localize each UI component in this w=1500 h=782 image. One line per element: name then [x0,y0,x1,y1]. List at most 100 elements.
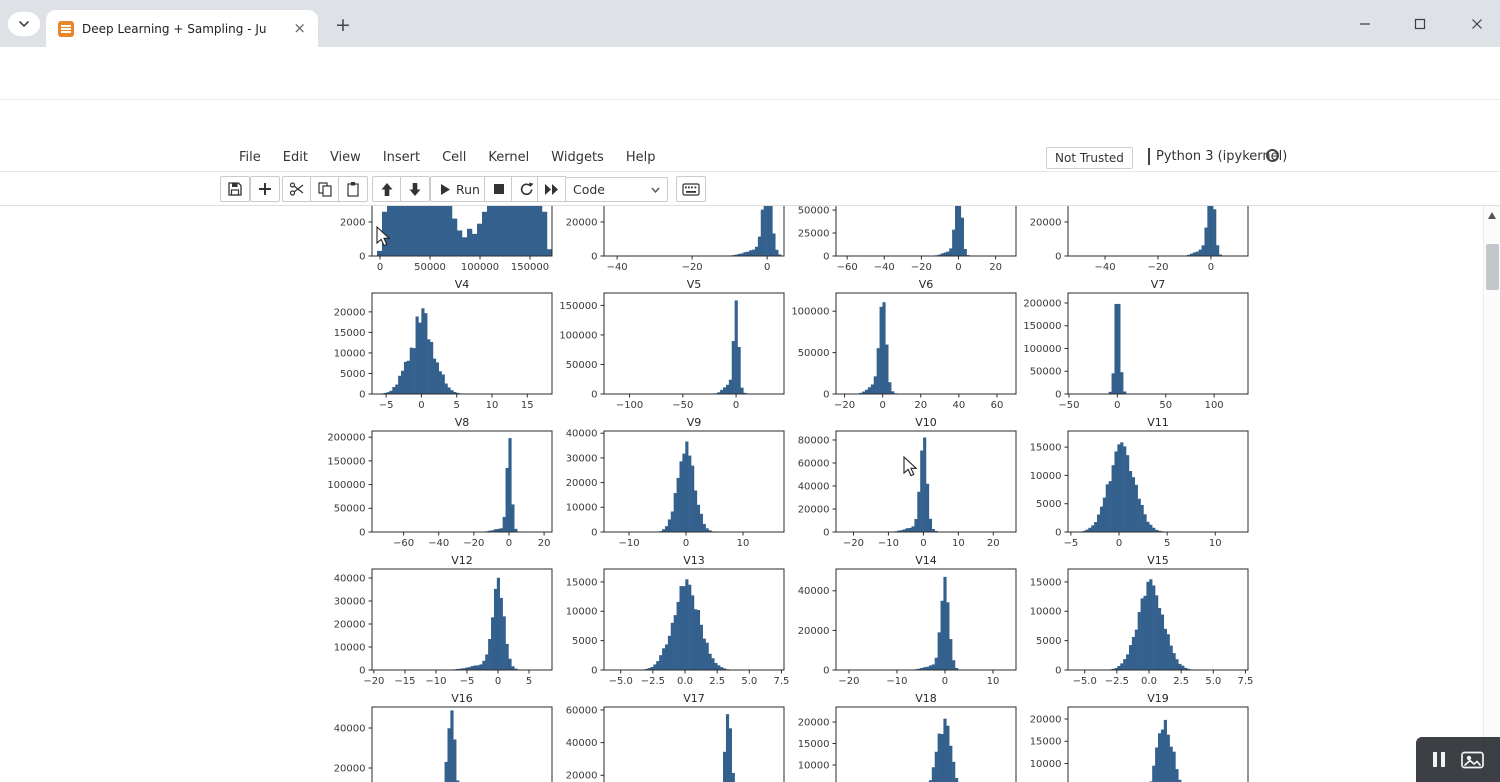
cell-type-select[interactable]: Code [565,177,668,202]
maximize-icon [1414,18,1426,30]
svg-text:−20: −20 [843,538,864,549]
svg-text:0: 0 [823,251,829,262]
svg-text:20: 20 [914,400,927,411]
svg-text:0: 0 [359,389,365,400]
svg-text:15000: 15000 [1030,737,1062,748]
svg-text:−20: −20 [463,538,484,549]
new-tab-button[interactable]: + [330,12,356,38]
svg-text:0: 0 [1114,400,1120,411]
svg-text:−20: −20 [363,676,384,687]
svg-text:150000: 150000 [1023,321,1061,332]
tab-search-button[interactable] [8,12,40,36]
svg-text:−5.0: −5.0 [609,676,633,687]
restart-run-all-button[interactable] [537,176,567,202]
scrollbar-thumb[interactable] [1486,244,1499,290]
svg-text:20000: 20000 [566,217,598,228]
tab-close-icon[interactable]: × [289,19,310,38]
svg-text:5.0: 5.0 [741,676,757,687]
svg-text:10000: 10000 [1030,759,1062,770]
svg-text:10000: 10000 [798,760,830,771]
run-label: Run [456,182,480,197]
interrupt-kernel-button[interactable] [484,176,514,202]
menu-item-insert[interactable]: Insert [372,150,431,165]
stop-icon [493,183,505,195]
svg-text:−20: −20 [1147,262,1168,273]
svg-text:80000: 80000 [798,435,830,446]
histogram-subplot-r0c0: 050000100000150000020004000 [320,206,552,278]
window-minimize-button[interactable] [1342,0,1388,47]
svg-text:0.0: 0.0 [677,676,693,687]
svg-text:20000: 20000 [798,626,830,637]
svg-text:0: 0 [495,676,501,687]
minimize-icon [1359,18,1371,30]
svg-text:−5: −5 [460,676,475,687]
window-maximize-button[interactable] [1397,0,1443,47]
histogram-subplot-r0c1: −40−20002000040000 [552,206,784,278]
svg-text:10: 10 [952,538,965,549]
menu-item-help[interactable]: Help [615,150,667,165]
svg-text:0: 0 [1055,527,1061,538]
histogram-subplot-v6: −200204060050000100000V6 [784,278,1016,416]
cut-cell-button[interactable] [282,176,312,202]
histogram-subplot-v5: −100−500050000100000150000V5 [552,278,784,416]
scrollbar-up-arrow-icon[interactable] [1488,212,1496,219]
menu-item-cell[interactable]: Cell [431,150,477,165]
paste-cell-button[interactable] [338,176,368,202]
svg-text:100000: 100000 [791,307,829,318]
svg-text:25000: 25000 [798,228,830,239]
notebook-toolbar: Run Code [0,172,1500,206]
svg-text:10: 10 [1209,538,1222,549]
svg-text:2000: 2000 [340,217,365,228]
svg-text:60: 60 [991,400,1004,411]
menu-item-edit[interactable]: Edit [272,150,319,165]
add-cell-button[interactable] [250,176,280,202]
menu-item-file[interactable]: File [228,150,272,165]
svg-text:20000: 20000 [1030,714,1062,725]
svg-text:200000: 200000 [1023,298,1061,309]
svg-text:−100: −100 [616,400,643,411]
svg-text:50000: 50000 [566,360,598,371]
svg-text:−20: −20 [911,262,932,273]
not-trusted-button[interactable]: Not Trusted [1046,147,1133,169]
histogram-subplot-v14: −20−1001002000040000V14 [784,554,1016,692]
recorder-pause-button[interactable] [1432,751,1446,768]
svg-text:100000: 100000 [461,262,499,273]
keyboard-icon [682,183,700,196]
window-close-button[interactable] [1454,0,1500,47]
jupyter-header: jupyter Deep Learning + Sampling Last Ch… [0,100,1500,144]
svg-text:0: 0 [683,538,689,549]
run-button[interactable]: Run [430,176,490,202]
svg-text:0: 0 [591,527,597,538]
save-button[interactable] [220,176,250,202]
tab-title: Deep Learning + Sampling - Ju [82,22,281,36]
histogram-subplot-r0c3: −40−20002000040000 [1016,206,1248,278]
screen-recorder-widget [1416,737,1500,782]
browser-tab[interactable]: Deep Learning + Sampling - Ju × [46,10,318,47]
svg-text:10: 10 [987,676,1000,687]
svg-text:5000: 5000 [1036,636,1061,647]
histogram-subplot-v17: 0200004000060000V17 [552,692,784,782]
svg-text:V15: V15 [1147,554,1169,567]
notebook-favicon-icon [58,21,74,37]
svg-text:20: 20 [538,538,551,549]
svg-text:50000: 50000 [798,348,830,359]
page-scrollbar[interactable] [1483,206,1500,782]
recorder-snapshot-button[interactable] [1461,751,1484,769]
menu-item-view[interactable]: View [319,150,372,165]
move-cell-up-button[interactable] [372,176,402,202]
menu-item-widgets[interactable]: Widgets [540,150,615,165]
svg-text:20: 20 [987,538,1000,549]
svg-text:0: 0 [823,527,829,538]
svg-text:60000: 60000 [566,705,598,716]
svg-text:5000: 5000 [340,369,365,380]
copy-cell-button[interactable] [310,176,340,202]
move-cell-down-button[interactable] [400,176,430,202]
svg-text:10000: 10000 [566,503,598,514]
svg-text:20000: 20000 [334,763,366,774]
menu-item-kernel[interactable]: Kernel [477,150,540,165]
notebook-cell-output[interactable]: 050000100000150000020004000−40−200020000… [0,206,1483,782]
svg-text:15000: 15000 [334,328,366,339]
svg-text:V14: V14 [915,554,937,567]
svg-text:0: 0 [1208,262,1214,273]
command-palette-button[interactable] [676,176,706,202]
